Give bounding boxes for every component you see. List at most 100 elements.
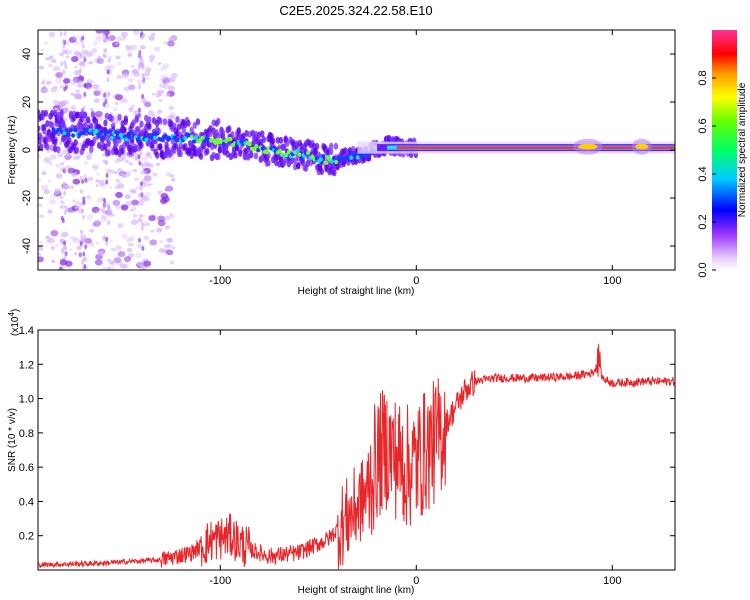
spectrogram-noise-blob	[91, 164, 100, 170]
spectrogram-xlabel: Height of straight line (km)	[298, 286, 415, 297]
spectrogram-noise-blob	[91, 222, 97, 227]
spectrogram-noise-blob	[137, 218, 143, 223]
spectrogram-noise-blob	[128, 84, 136, 91]
spectrogram-noise-blob	[63, 254, 67, 260]
spectrogram-noise-blob	[139, 56, 143, 62]
spectrogram-band-blob	[67, 136, 72, 144]
spectrogram-noise-blob	[88, 152, 93, 156]
spectrogram-noise-blob	[123, 86, 130, 92]
spectrogram-noise-blob	[133, 30, 140, 35]
spectrogram-noise-blob	[157, 190, 164, 195]
spectrogram-noise-blob	[38, 154, 42, 159]
spectrogram-band-blob	[106, 139, 111, 147]
spectrogram-noise-blob	[119, 263, 127, 269]
spectrogram-noise-blob	[93, 90, 101, 97]
spectrogram-ridge-blob	[286, 149, 291, 155]
snr-xtick-label: 0	[413, 575, 419, 587]
spectrogram-noise-blob	[38, 240, 43, 245]
spectrogram-band-blob	[38, 132, 42, 140]
spectrogram-noise-blob	[134, 187, 138, 190]
spectrogram-noise-blob	[84, 237, 88, 243]
spectrogram-band-blob	[233, 151, 238, 159]
spectrogram-ridge-blob	[200, 135, 205, 141]
spectrogram-ridge-blob	[278, 148, 283, 153]
spectrogram-noise-blob	[165, 185, 174, 192]
spectrogram-band-blob	[296, 162, 301, 170]
spectrogram-band-blob	[139, 141, 144, 149]
spectrogram-ridge-blob	[71, 133, 76, 138]
spectrogram-noise-blob	[127, 78, 134, 83]
spectrogram-band-blob	[92, 136, 97, 144]
colorbar-gradient	[712, 30, 737, 270]
snr-ytick-label: 0.8	[19, 428, 34, 440]
spectrogram-noise-blob	[54, 188, 62, 195]
spectrogram-noise-blob	[152, 172, 158, 177]
spectrogram-noise-blob	[71, 56, 79, 63]
spectrogram-band-blob	[158, 143, 163, 151]
spectrogram-noise-blob	[38, 177, 42, 182]
spectrogram-noise-blob	[115, 204, 121, 210]
spectrogram-noise-blob	[137, 51, 141, 57]
spectrogram-noise-blob	[97, 116, 104, 122]
spectrogram-noise-blob	[95, 179, 100, 183]
spectrogram-noise-blob	[159, 77, 165, 82]
spectrogram-band-blob	[53, 138, 58, 146]
spectrogram-noise-blob	[81, 60, 85, 66]
spectrogram-band-blob	[85, 116, 91, 124]
spectrogram-noise-blob	[73, 252, 78, 256]
spectrogram-noise-blob	[158, 99, 163, 102]
spectrogram-noise-blob	[77, 81, 81, 85]
spectrogram-noise-blob	[86, 214, 94, 220]
spectrogram-noise-blob	[165, 249, 174, 256]
spectrogram-band-blob	[236, 127, 241, 135]
spectrogram-noise-blob	[72, 76, 81, 83]
snr-multiplier: (x104)	[7, 309, 21, 336]
spectrogram-noise-blob	[124, 159, 130, 164]
spectrogram-ridge-blob	[189, 134, 194, 140]
spectrogram-band-blob	[205, 147, 210, 155]
spectrogram-band-blob	[220, 129, 226, 137]
spectrogram-noise-blob	[169, 115, 176, 120]
spectrogram-noise-blob	[101, 266, 108, 270]
spectrogram-noise-blob	[121, 173, 127, 178]
spectrogram-noise-blob	[115, 178, 121, 183]
spectrogram-noise-blob	[50, 246, 55, 250]
spectrogram-noise-blob	[38, 252, 42, 256]
spectrogram-band-blob	[261, 136, 266, 144]
spectrogram-band-blob	[147, 123, 152, 131]
spectrogram-noise-blob	[63, 60, 67, 66]
spectrogram-noise-blob	[59, 259, 68, 266]
spectrogram-band-blob	[253, 152, 259, 160]
spectrogram-noise-blob	[44, 87, 49, 91]
spectrogram-ridge-blob	[68, 127, 73, 133]
spectrogram-noise-blob	[61, 38, 65, 44]
spectrogram-line-core	[396, 146, 675, 149]
spectrogram-noise-blob	[126, 238, 131, 243]
spectrogram-band-blob	[38, 137, 42, 145]
spectrogram-noise-blob	[40, 87, 48, 94]
spectrogram-noise-blob	[129, 170, 133, 173]
spectrogram-band-blob	[329, 142, 334, 150]
spectrogram-noise-blob	[63, 86, 67, 92]
spectrogram-noise-blob	[122, 98, 128, 103]
spectrogram-noise-blob	[148, 35, 155, 41]
spectrogram-noise-blob	[139, 44, 146, 50]
spectrogram-noise-blob	[105, 34, 109, 40]
snr-ytick-label: 1.4	[19, 325, 34, 337]
spectrogram-ridge-blob	[144, 137, 149, 143]
spectrogram-noise-blob	[140, 169, 147, 175]
spectrogram-band-blob	[59, 108, 64, 116]
spectrogram-noise-blob	[72, 237, 80, 244]
spectrogram-noise-blob	[59, 52, 64, 57]
spectrogram-ridge-blob	[127, 135, 132, 140]
spectrogram-noise-blob	[139, 213, 143, 219]
spectrogram-noise-blob	[66, 165, 71, 169]
spectrogram-band-blob	[195, 118, 201, 126]
snr-xtick-label: -100	[209, 575, 231, 587]
spectrogram-ridge-blob	[321, 153, 326, 159]
spectrogram-noise-blob	[60, 239, 64, 245]
spectrogram-noise-blob	[105, 97, 109, 100]
spectrogram-band-blob	[136, 125, 141, 133]
spectrogram-band-blob	[75, 111, 80, 119]
spectrogram-noise-blob	[107, 266, 111, 270]
